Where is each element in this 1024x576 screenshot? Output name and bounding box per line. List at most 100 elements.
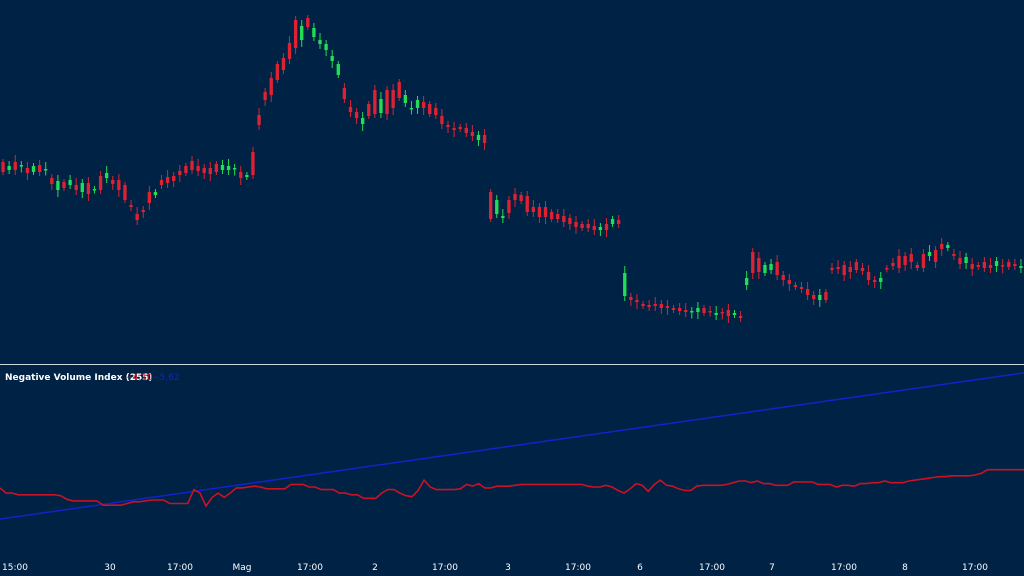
candle-body[interactable] (525, 196, 529, 212)
candle-body[interactable] (751, 252, 755, 273)
candle-body[interactable] (824, 292, 828, 300)
candle-body[interactable] (854, 262, 859, 270)
candle-body[interactable] (519, 195, 523, 201)
candle-body[interactable] (714, 313, 718, 315)
candle-body[interactable] (702, 308, 706, 313)
candle-body[interactable] (147, 192, 152, 203)
candle-body[interactable] (196, 166, 200, 171)
candle-body[interactable] (848, 267, 852, 272)
candle-body[interactable] (805, 289, 810, 295)
candle-body[interactable] (178, 171, 182, 175)
candle-body[interactable] (568, 218, 572, 224)
candle-body[interactable] (738, 316, 743, 318)
candle-body[interactable] (775, 262, 779, 275)
candle-body[interactable] (373, 90, 377, 114)
candle-body[interactable] (1007, 262, 1011, 267)
candle-body[interactable] (623, 273, 627, 296)
candle-body[interactable] (671, 308, 676, 310)
candle-body[interactable] (860, 268, 865, 271)
candle-body[interactable] (336, 64, 340, 75)
candle-body[interactable] (781, 275, 785, 280)
candle-body[interactable] (708, 311, 712, 313)
candle-body[interactable] (787, 280, 792, 284)
candle-body[interactable] (464, 128, 468, 133)
candle-body[interactable] (513, 194, 517, 200)
candle-body[interactable] (184, 166, 188, 173)
candle-body[interactable] (68, 180, 72, 185)
candle-body[interactable] (342, 88, 347, 99)
candle-body[interactable] (562, 216, 566, 222)
candle-body[interactable] (744, 278, 749, 285)
candle-body[interactable] (306, 18, 310, 27)
ema-line[interactable] (0, 372, 1024, 520)
candle-body[interactable] (610, 219, 615, 224)
candle-body[interactable] (458, 127, 462, 129)
candle-body[interactable] (476, 135, 481, 140)
candle-body[interactable] (586, 224, 590, 228)
candle-body[interactable] (397, 82, 401, 98)
candle-body[interactable] (501, 216, 505, 218)
candle-body[interactable] (367, 104, 371, 116)
candle-body[interactable] (866, 272, 871, 280)
candle-body[interactable] (665, 306, 670, 308)
candle-body[interactable] (897, 256, 901, 268)
candle-body[interactable] (245, 175, 249, 177)
candle-body[interactable] (915, 265, 920, 268)
candle-body[interactable] (159, 180, 164, 185)
candle-body[interactable] (940, 244, 944, 249)
candle-body[interactable] (360, 118, 365, 124)
candle-body[interactable] (836, 267, 840, 269)
candle-body[interactable] (287, 43, 292, 59)
candle-body[interactable] (257, 115, 261, 125)
candle-body[interactable] (556, 214, 560, 219)
candle-body[interactable] (946, 245, 950, 248)
candle-body[interactable] (446, 125, 450, 127)
candle-body[interactable] (263, 92, 267, 100)
candle-body[interactable] (879, 278, 883, 282)
candle-body[interactable] (7, 166, 11, 170)
candle-body[interactable] (927, 252, 932, 256)
candle-body[interactable] (440, 116, 444, 124)
candle-body[interactable] (293, 20, 298, 48)
candle-body[interactable] (1000, 265, 1005, 267)
candle-body[interactable] (220, 165, 225, 170)
candle-body[interactable] (172, 176, 176, 181)
candle-body[interactable] (13, 162, 17, 170)
candle-body[interactable] (732, 313, 737, 315)
candle-body[interactable] (903, 256, 907, 265)
candle-body[interactable] (318, 40, 322, 44)
candle-body[interactable] (208, 168, 212, 174)
candle-body[interactable] (452, 128, 456, 130)
candle-body[interactable] (50, 178, 54, 184)
candle-body[interactable] (391, 90, 395, 108)
candle-body[interactable] (403, 95, 408, 103)
candle-body[interactable] (434, 108, 438, 115)
candle-body[interactable] (415, 100, 420, 108)
candle-body[interactable] (129, 205, 133, 207)
candle-body[interactable] (543, 207, 548, 217)
candle-body[interactable] (549, 212, 554, 219)
candle-body[interactable] (190, 161, 194, 170)
candle-body[interactable] (629, 297, 633, 300)
candle-body[interactable] (641, 304, 645, 306)
candle-body[interactable] (726, 310, 731, 316)
candle-body[interactable] (684, 310, 688, 312)
candle-body[interactable] (482, 135, 487, 143)
candle-body[interactable] (44, 169, 48, 171)
candle-body[interactable] (300, 26, 304, 40)
candle-body[interactable] (982, 262, 987, 268)
candle-body[interactable] (592, 226, 596, 230)
candle-body[interactable] (909, 254, 913, 262)
candle-body[interactable] (379, 99, 383, 113)
indicator-pane[interactable]: Negative Volume Index (255) −4,10 −5,62 (0, 372, 1024, 520)
candle-body[interactable] (239, 172, 243, 178)
candle-body[interactable] (994, 261, 999, 266)
candle-body[interactable] (269, 78, 273, 95)
nvi-line[interactable] (0, 468, 1024, 508)
candle-body[interactable] (275, 64, 280, 80)
candle-body[interactable] (31, 166, 36, 172)
candle-body[interactable] (604, 224, 609, 230)
time-axis[interactable]: 15:00 30 17:00 Mag 17:00 2 17:00 3 17:00 6 17:00 7 1… (2, 563, 988, 573)
